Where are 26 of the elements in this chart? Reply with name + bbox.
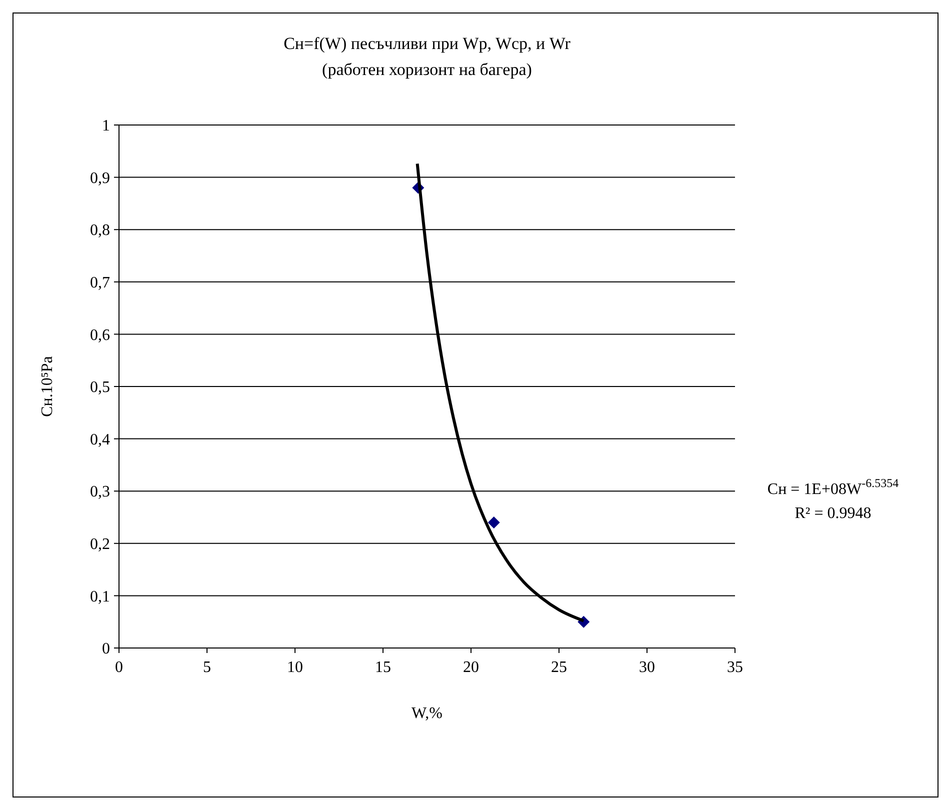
y-tick-label: 0,7: [90, 274, 110, 292]
x-tick-label: 30: [639, 659, 655, 676]
chart-title: Cн=f(W) песъчливи при Wp, Wcp, и Wr: [284, 34, 571, 53]
y-tick-label: 0,4: [90, 431, 110, 448]
point: [488, 516, 500, 528]
chart-subtitle: (работен хоризонт на багера): [322, 60, 532, 79]
y-axis-title: Cн.10⁵Pa: [39, 356, 56, 417]
y-tick-label: 0,1: [90, 588, 110, 606]
x-tick-label: 10: [287, 659, 303, 676]
y-tick-label: 1: [102, 118, 110, 135]
x-axis-title: W,%: [412, 705, 442, 722]
y-tick-label: 0,2: [90, 536, 110, 553]
y-tick-label: 0,3: [90, 484, 110, 501]
y-tick-label: 0,5: [90, 379, 110, 396]
x-tick-label: 35: [727, 659, 743, 676]
text: Cн = 1E+08W$^{-6.5354}$: [767, 476, 899, 498]
y-tick-label: 0,8: [90, 222, 110, 240]
x-tick-label: 5: [203, 659, 211, 676]
y-tick-label: 0: [102, 640, 110, 658]
y-tick-label: 0,6: [90, 326, 110, 344]
x-tick-label: 20: [463, 659, 479, 676]
x-tick-label: 25: [551, 659, 567, 676]
x-tick-label: 15: [375, 659, 391, 676]
y-tick-label: 0,9: [90, 170, 110, 187]
text: R² = 0.9948: [794, 505, 872, 522]
x-tick-label: 0: [115, 659, 123, 676]
